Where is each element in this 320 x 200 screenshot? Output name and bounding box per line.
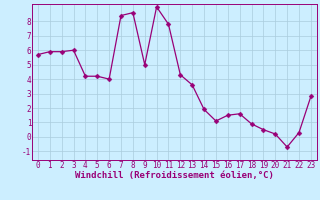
X-axis label: Windchill (Refroidissement éolien,°C): Windchill (Refroidissement éolien,°C) bbox=[75, 171, 274, 180]
